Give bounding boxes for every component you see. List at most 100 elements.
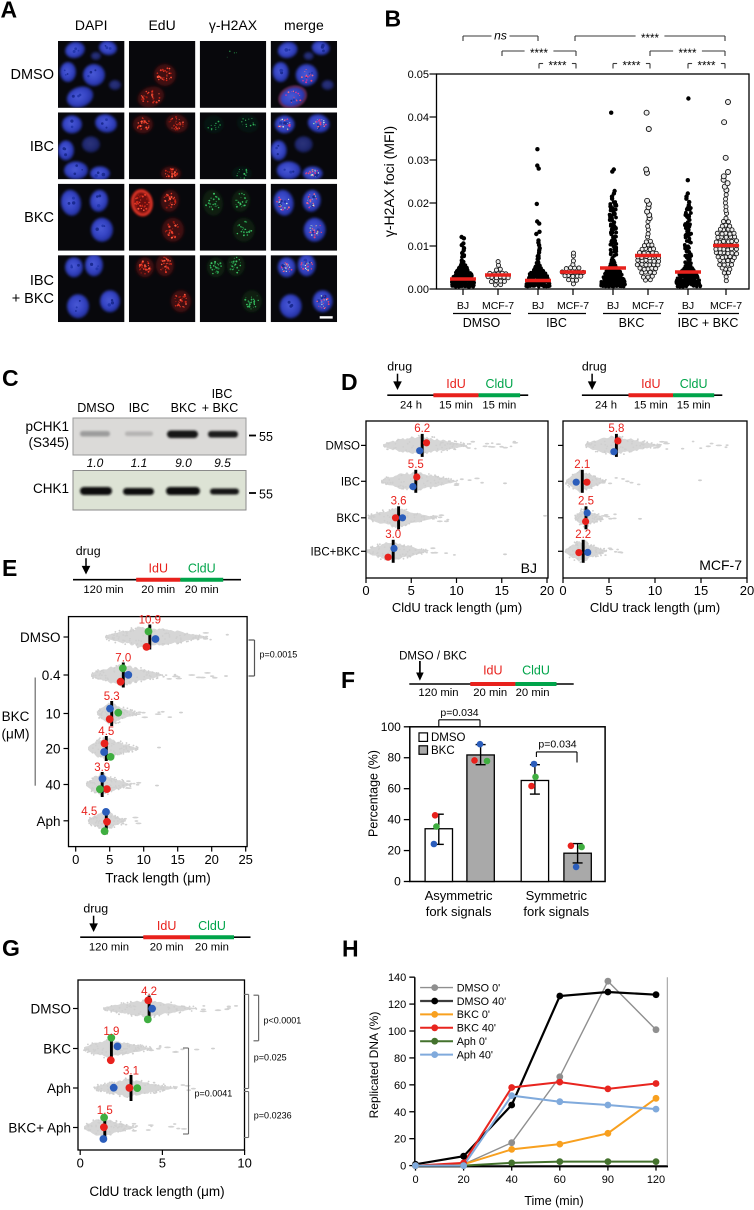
svg-text:3.6: 3.6	[391, 495, 407, 507]
svg-text:IdU: IdU	[446, 377, 465, 391]
svg-text:3.9: 3.9	[94, 762, 110, 774]
svg-text:IBC: IBC	[129, 401, 150, 415]
svg-text:IdU: IdU	[157, 919, 176, 933]
svg-text:DMSO: DMSO	[431, 732, 466, 744]
svg-text:Aph 0': Aph 0'	[457, 1036, 487, 1048]
svg-text:E: E	[2, 555, 17, 581]
svg-text:4.5: 4.5	[81, 806, 97, 818]
svg-text:DMSO: DMSO	[31, 1002, 72, 1017]
svg-text:drug: drug	[387, 360, 412, 374]
svg-text:+ BKC: + BKC	[202, 401, 238, 415]
svg-text:CldU: CldU	[680, 377, 708, 391]
svg-text:****: ****	[641, 33, 659, 45]
svg-text:****: ****	[623, 61, 641, 73]
svg-text:IdU: IdU	[149, 562, 168, 576]
svg-text:BKC 40': BKC 40'	[457, 1023, 496, 1035]
svg-text:MCF-7: MCF-7	[632, 300, 664, 312]
svg-text:6.2: 6.2	[414, 423, 430, 435]
svg-text:10.9: 10.9	[139, 615, 161, 627]
svg-text:****: ****	[530, 48, 548, 60]
svg-text:DMSO 40': DMSO 40'	[457, 996, 506, 1008]
svg-text:Replicated DNA (%): Replicated DNA (%)	[367, 1012, 381, 1119]
svg-text:15 min: 15 min	[634, 400, 668, 412]
svg-text:IBC: IBC	[30, 139, 54, 155]
svg-text:0.02: 0.02	[408, 198, 429, 210]
svg-text:0: 0	[394, 875, 401, 889]
svg-text:120 min: 120 min	[89, 942, 129, 954]
svg-text:0.03: 0.03	[408, 155, 429, 167]
svg-text:15: 15	[694, 583, 708, 598]
svg-text:20 min: 20 min	[473, 687, 507, 699]
svg-text:20 min: 20 min	[141, 584, 175, 596]
svg-text:BKC: BKC	[619, 316, 645, 330]
svg-text:p=0.034: p=0.034	[538, 739, 576, 751]
svg-text:BJ: BJ	[532, 300, 544, 312]
svg-text:4.5: 4.5	[98, 726, 114, 738]
svg-text:120: 120	[647, 1174, 665, 1186]
svg-text:merge: merge	[284, 17, 324, 33]
svg-text:15 min: 15 min	[482, 400, 516, 412]
svg-text:2.1: 2.1	[574, 459, 590, 471]
svg-text:BKC: BKC	[24, 210, 54, 226]
svg-text:5: 5	[605, 583, 612, 598]
svg-text:CldU track length (μm): CldU track length (μm)	[89, 1184, 224, 1199]
svg-text:CHK1: CHK1	[33, 481, 69, 496]
svg-text:DMSO: DMSO	[326, 440, 361, 452]
svg-text:0.04: 0.04	[408, 112, 429, 124]
svg-text:1.9: 1.9	[103, 1026, 119, 1038]
svg-text:Aph 40': Aph 40'	[457, 1049, 493, 1061]
svg-text:0.4: 0.4	[42, 668, 61, 683]
svg-text:MCF-7: MCF-7	[482, 300, 514, 312]
svg-text:9.5: 9.5	[214, 456, 231, 470]
svg-text:2.2: 2.2	[575, 529, 591, 541]
svg-text:24 h: 24 h	[595, 400, 617, 412]
svg-text:IBC: IBC	[212, 387, 233, 401]
svg-text:40: 40	[387, 813, 401, 827]
svg-text:drug: drug	[582, 360, 607, 374]
svg-text:25: 25	[238, 852, 252, 867]
svg-text:4.2: 4.2	[141, 986, 157, 998]
svg-text:5.5: 5.5	[408, 459, 424, 471]
svg-text:EdU: EdU	[148, 17, 175, 33]
svg-text:IBC + BKC: IBC + BKC	[678, 316, 739, 330]
svg-text:H: H	[342, 936, 359, 962]
svg-text:fork signals: fork signals	[426, 904, 492, 919]
svg-text:1.1: 1.1	[131, 456, 148, 470]
svg-text:Aph: Aph	[36, 814, 60, 829]
svg-text:DMSO: DMSO	[463, 316, 501, 330]
svg-text:BJ: BJ	[457, 300, 469, 312]
svg-text:BKC: BKC	[2, 709, 30, 724]
svg-text:CldU: CldU	[188, 562, 216, 576]
svg-text:20 min: 20 min	[195, 942, 229, 954]
svg-text:BKC: BKC	[171, 401, 197, 415]
svg-text:5: 5	[106, 852, 113, 867]
svg-text:CldU: CldU	[198, 919, 226, 933]
svg-text:DMSO: DMSO	[11, 67, 55, 83]
svg-text:24 h: 24 h	[400, 400, 422, 412]
svg-text:MCF-7: MCF-7	[699, 557, 742, 573]
svg-text:10: 10	[136, 852, 150, 867]
svg-text:γ-H2AX foci (MFI): γ-H2AX foci (MFI)	[381, 126, 397, 237]
svg-text:9.0: 9.0	[175, 456, 192, 470]
svg-text:****: ****	[679, 48, 697, 60]
svg-text:15: 15	[495, 583, 509, 598]
svg-text:1.5: 1.5	[97, 1105, 113, 1117]
svg-text:120 min: 120 min	[83, 584, 123, 596]
svg-text:p=0.0041: p=0.0041	[195, 1089, 233, 1099]
svg-text:0.00: 0.00	[408, 284, 429, 296]
svg-text:10: 10	[449, 583, 463, 598]
svg-text:Track length (μm): Track length (μm)	[105, 871, 211, 886]
svg-text:40: 40	[45, 778, 60, 793]
svg-text:A: A	[1, 0, 18, 23]
svg-text:Symmetric: Symmetric	[526, 888, 588, 903]
svg-text:15 min: 15 min	[677, 400, 711, 412]
svg-text:40: 40	[506, 1174, 518, 1186]
svg-text:20 min: 20 min	[516, 687, 550, 699]
svg-text:F: F	[341, 667, 355, 693]
svg-text:γ-H2AX: γ-H2AX	[209, 17, 258, 33]
svg-text:20: 20	[204, 852, 218, 867]
svg-text:20: 20	[457, 1174, 469, 1186]
svg-text:D: D	[341, 369, 358, 395]
svg-text:DMSO: DMSO	[77, 401, 115, 415]
svg-text:CldU: CldU	[522, 664, 550, 678]
